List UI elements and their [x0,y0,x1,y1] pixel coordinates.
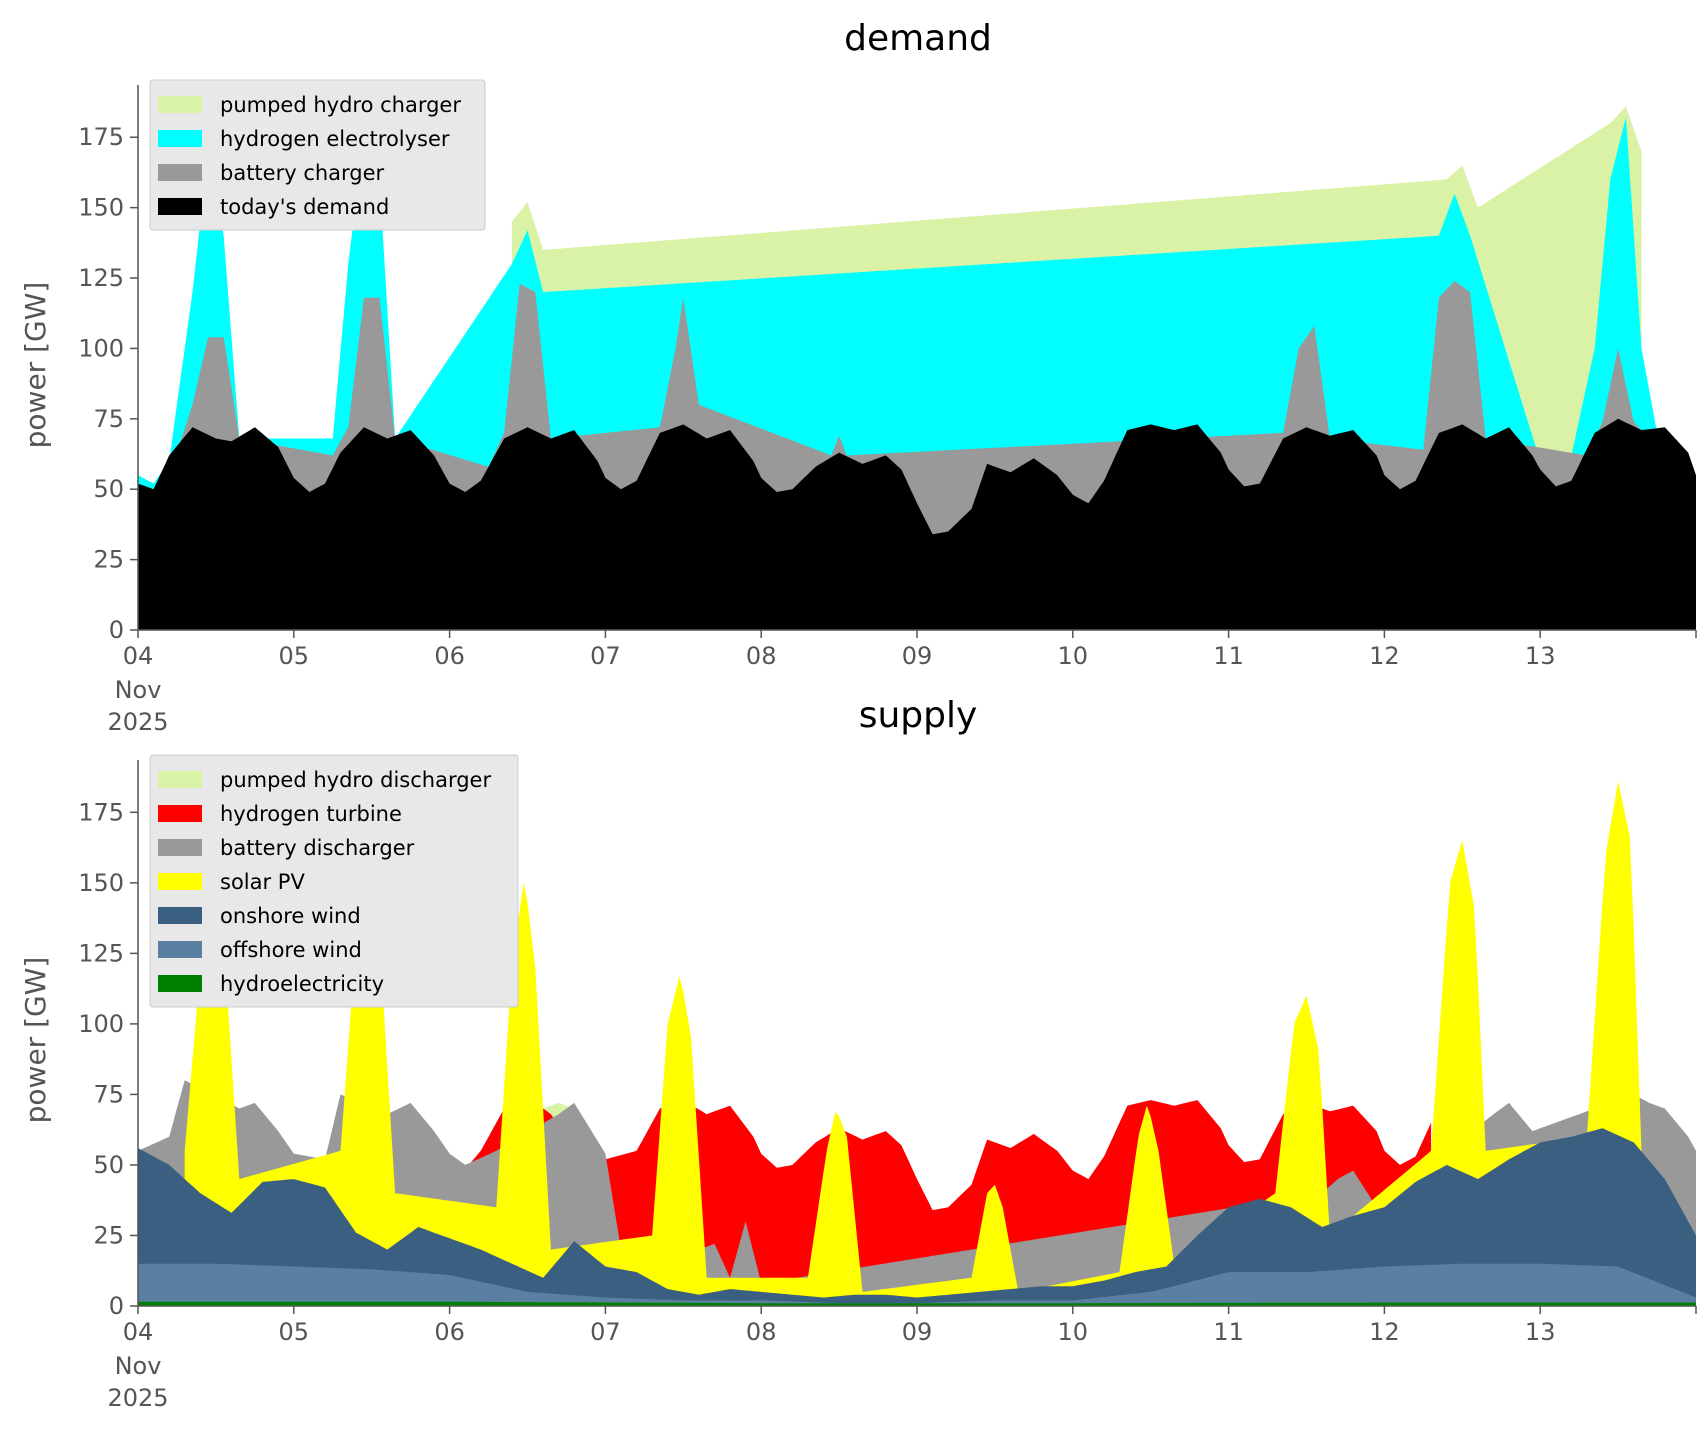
x-tick-label: 12 [1369,642,1400,670]
y-tick-label: 75 [93,405,124,433]
supply-ylabel: power [GW] [19,957,52,1124]
y-tick-label: 25 [93,1221,124,1249]
legend-swatch [158,96,202,113]
legend-swatch [158,941,202,958]
demand-axes: 0 25 50 75 100 125 150 175 04 Nov 2025 05 06 07 08 09 10… [78,85,1697,736]
legend-label: offshore wind [220,938,362,962]
legend-swatch [158,975,202,992]
x-tick-label: 05 [279,642,310,670]
y-tick-label: 50 [93,1151,124,1179]
supply-areas [138,781,1696,1306]
legend-box [149,79,486,231]
x-tick-label: 08 [746,1318,777,1346]
x-tick-label: 12 [1369,1318,1400,1346]
legend-label: onshore wind [220,904,361,928]
legend-label: hydrogen electrolyser [220,127,450,151]
legend-swatch [158,164,202,181]
y-tick-label: 50 [93,475,124,503]
x-tick-sublabel: Nov [115,676,162,704]
legend-swatch [158,805,202,822]
legend-swatch [158,771,202,788]
x-tick-sublabel: 2025 [107,708,168,736]
x-tick-label: 11 [1213,642,1244,670]
legend-label: battery charger [220,161,385,185]
y-tick-label: 125 [78,939,124,967]
y-tick-label: 125 [78,264,124,292]
x-tick-label: 04 [123,1318,154,1346]
legend-label: solar PV [220,870,305,894]
area-today-s-demand [138,418,1696,630]
x-tick-label: 13 [1525,642,1556,670]
legend-label: pumped hydro discharger [220,768,491,792]
legend-swatch [158,839,202,856]
x-tick-label: 10 [1058,1318,1089,1346]
legend-label: today's demand [220,195,389,219]
legend-label: battery discharger [220,836,415,860]
y-tick-label: 75 [93,1080,124,1108]
legend-label: hydrogen turbine [220,802,402,826]
y-tick-label: 0 [109,1292,124,1320]
legend-label: hydroelectricity [220,972,384,996]
legend-swatch [158,198,202,215]
demand-title: demand [844,18,992,59]
y-tick-label: 25 [93,546,124,574]
area-hydroelectricity [138,1301,1696,1306]
x-tick-label: 10 [1058,642,1089,670]
x-tick-label: 05 [279,1318,310,1346]
x-tick-label: 04 [123,642,154,670]
y-tick-label: 175 [78,123,124,151]
supply-title: supply [859,695,978,736]
y-tick-label: 175 [78,798,124,826]
legend-box [149,754,519,1008]
x-tick-sublabel: 2025 [107,1384,168,1412]
x-tick-label: 11 [1213,1318,1244,1346]
supply-axes: 0 25 50 75 100 125 150 175 04 Nov 2025 05 06 07 08 09 10… [78,760,1697,1412]
x-tick-label: 06 [434,642,465,670]
demand-ylabel: power [GW] [19,282,52,449]
y-tick-label: 100 [78,1010,124,1038]
legend-swatch [158,873,202,890]
x-tick-label: 09 [902,1318,933,1346]
legend-label: pumped hydro charger [220,93,461,117]
x-tick-sublabel: Nov [115,1352,162,1380]
demand-areas [138,106,1696,631]
x-tick-label: 09 [902,642,933,670]
supply-legend: pumped hydro discharger hydrogen turbine b… [149,754,519,1008]
x-tick-label: 07 [590,642,621,670]
y-tick-label: 100 [78,334,124,362]
x-tick-label: 13 [1525,1318,1556,1346]
legend-swatch [158,130,202,147]
demand-legend: pumped hydro charger hydrogen electrolyse… [149,79,486,231]
area-offshore-wind [138,1263,1696,1306]
legend-swatch [158,907,202,924]
x-tick-label: 08 [746,642,777,670]
y-tick-label: 150 [78,194,124,222]
y-tick-label: 0 [109,616,124,644]
area-onshore-wind [138,1128,1696,1306]
y-tick-label: 150 [78,869,124,897]
x-tick-label: 06 [434,1318,465,1346]
x-tick-label: 07 [590,1318,621,1346]
